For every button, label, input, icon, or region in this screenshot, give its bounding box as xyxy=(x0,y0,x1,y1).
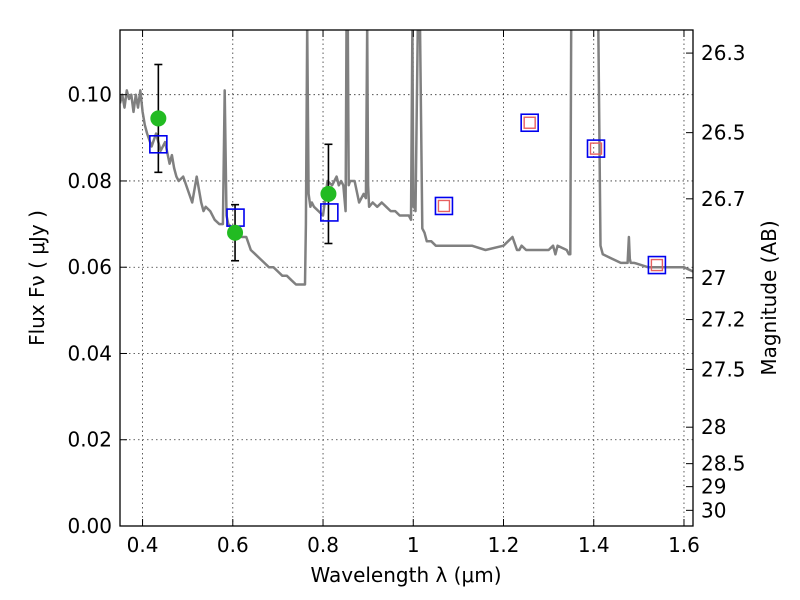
mag-tick-label: 29 xyxy=(701,475,726,499)
y-tick-label: 0.04 xyxy=(67,341,112,365)
mag-tick-label: 26.5 xyxy=(701,121,746,145)
model-spectrum-line xyxy=(120,30,693,286)
y-tick-label: 0.02 xyxy=(67,428,112,452)
y-axis-label: Flux Fν ( μJy ) xyxy=(25,210,49,346)
x-tick-label: 1.6 xyxy=(668,533,700,557)
y-tick-label: 0.00 xyxy=(67,514,112,538)
x-axis-label: Wavelength λ (μm) xyxy=(310,563,501,587)
mag-tick-label: 30 xyxy=(701,498,726,522)
x-tick-label: 1.2 xyxy=(488,533,520,557)
x-tick-label: 0.4 xyxy=(127,533,159,557)
model-photometry-square xyxy=(320,203,339,222)
mag-tick-label: 27 xyxy=(701,266,726,290)
x-tick-label: 1 xyxy=(407,533,420,557)
observed-flux-point xyxy=(150,110,167,127)
y-tick-label: 0.06 xyxy=(67,255,112,279)
model-photometry-square xyxy=(149,134,168,154)
y-tick-label: 0.08 xyxy=(67,169,112,193)
x-tick-label: 1.4 xyxy=(578,533,610,557)
mag-tick-label: 26.3 xyxy=(701,41,746,65)
mag-tick-label: 27.5 xyxy=(701,357,746,381)
mag-tick-label: 28.5 xyxy=(701,452,746,476)
model-photometry-square xyxy=(586,139,606,158)
ticks xyxy=(120,30,693,527)
model-photometry-square xyxy=(520,113,539,133)
model-photometry-square xyxy=(647,255,667,275)
mag-tick-label: 26.7 xyxy=(701,187,746,211)
predicted-flux-square xyxy=(589,142,603,155)
predicted-flux-square xyxy=(523,116,536,129)
observed-flux-point xyxy=(227,224,244,241)
y2-axis-label: Magnitude (AB) xyxy=(757,220,781,375)
x-tick-label: 0.8 xyxy=(307,533,339,557)
mag-tick-label: 27.2 xyxy=(701,308,746,332)
mag-tick-label: 28 xyxy=(701,415,726,439)
data-layer xyxy=(120,30,693,286)
observed-flux-point xyxy=(320,185,337,202)
tick-labels: 0.4 0.6 0.8 1 1.2 1.4 1.6 0.00 0.02 0.04 0.06 0.08 0… xyxy=(67,41,745,557)
predicted-flux-square xyxy=(650,258,664,272)
model-photometry-square xyxy=(434,196,454,216)
x-tick-label: 0.6 xyxy=(217,533,249,557)
predicted-flux-square xyxy=(437,199,451,213)
y-tick-label: 0.10 xyxy=(67,83,112,107)
